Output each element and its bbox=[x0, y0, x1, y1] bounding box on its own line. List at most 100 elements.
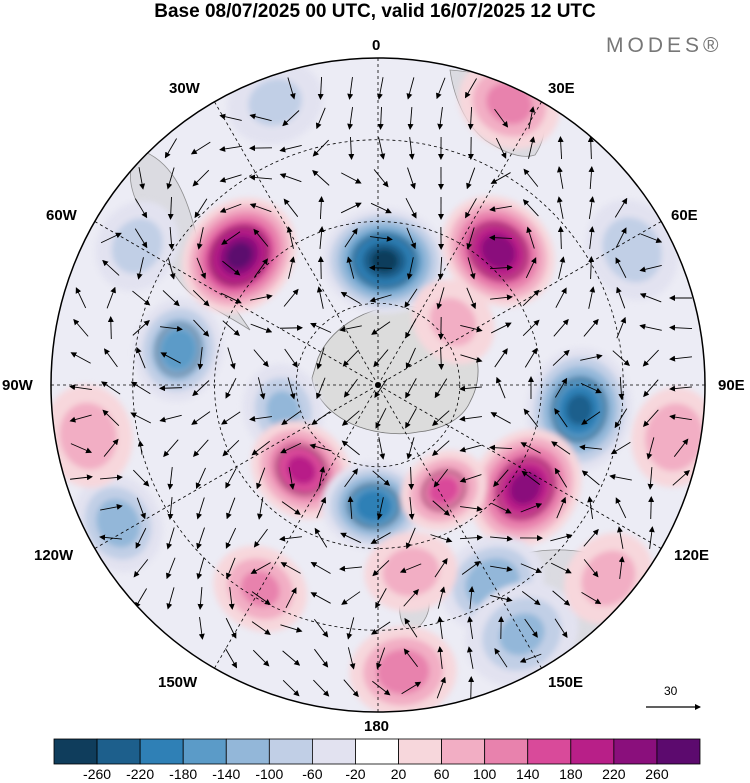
lon-label-150e: 150E bbox=[548, 674, 584, 691]
colorbar-swatch-13 bbox=[613, 738, 658, 765]
wind-arrow-icon-204 bbox=[399, 563, 422, 574]
wind-arrow-icon-67 bbox=[219, 145, 242, 152]
wind-arrow-icon-9 bbox=[106, 286, 116, 309]
wind-arrow-icon-149 bbox=[341, 172, 362, 184]
wind-arrow-icon-339 bbox=[642, 349, 659, 367]
wind-arrow-icon-18 bbox=[138, 167, 146, 190]
colorbar-swatch-5 bbox=[268, 738, 313, 765]
wind-arrow-icon-202 bbox=[408, 497, 415, 520]
wind-arrow-icon-79 bbox=[226, 497, 236, 520]
wind-arrow-icon-311 bbox=[588, 286, 596, 309]
wind-arrow-icon-234 bbox=[465, 198, 477, 219]
wind-arrow-icon-352 bbox=[672, 470, 690, 486]
wind-arrow-icon-107 bbox=[279, 173, 302, 183]
reference-vector-value: 30 bbox=[664, 684, 678, 698]
wind-arrow-icon-278 bbox=[524, 347, 538, 368]
wind-arrow-icon-182 bbox=[370, 532, 391, 544]
wind-arrow-icon-53 bbox=[196, 257, 207, 280]
wind-arrow-icon-61 bbox=[196, 497, 205, 520]
wind-arrow-icon-222 bbox=[433, 469, 449, 488]
wind-arrow-icon-296 bbox=[552, 349, 570, 366]
wind-arrow-icon-72 bbox=[220, 292, 242, 304]
wind-arrow-icon-173 bbox=[369, 264, 393, 271]
wind-arrow-icon-260 bbox=[495, 376, 506, 399]
wind-arrow-icon-44 bbox=[167, 467, 174, 490]
wind-arrow-icon-331 bbox=[609, 473, 632, 481]
wind-arrow-icon-159 bbox=[344, 468, 359, 488]
wind-arrow-icon-150 bbox=[340, 202, 362, 214]
wind-arrow-icon-103 bbox=[252, 649, 270, 667]
wind-arrow-icon-124 bbox=[282, 679, 300, 697]
wind-arrow-icon-257 bbox=[490, 294, 513, 301]
wind-arrow-icon-0 bbox=[75, 287, 87, 309]
wind-arrow-icon-49 bbox=[190, 141, 211, 155]
wind-arrow-icon-310 bbox=[588, 256, 595, 280]
wind-arrow-icon-154 bbox=[339, 325, 362, 333]
wind-arrow-icon-83 bbox=[225, 617, 237, 639]
wind-arrow-icon-119 bbox=[279, 535, 302, 542]
wind-arrow-icon-236 bbox=[467, 257, 476, 280]
wind-arrow-icon-90 bbox=[254, 258, 269, 278]
wind-arrow-icon-264 bbox=[490, 502, 512, 514]
wind-arrow-icon-334 bbox=[618, 556, 625, 579]
wind-arrow-icon-224 bbox=[430, 534, 453, 543]
wind-arrow-icon-186 bbox=[376, 647, 386, 670]
wind-arrow-icon-283 bbox=[520, 503, 543, 513]
wind-arrow-icon-281 bbox=[520, 442, 541, 454]
wind-arrow-icon-11 bbox=[103, 348, 118, 368]
wind-arrow-icon-302 bbox=[550, 533, 573, 542]
anomaly-contour-16-1 bbox=[602, 217, 662, 283]
wind-arrow-icon-244 bbox=[460, 505, 483, 512]
wind-arrow-icon-155 bbox=[342, 349, 359, 367]
lon-label-120w: 120W bbox=[34, 547, 74, 564]
wind-arrow-icon-162 bbox=[339, 565, 362, 572]
wind-arrow-icon-187 bbox=[372, 680, 391, 696]
wind-arrow-icon-203 bbox=[405, 527, 416, 550]
wind-arrow-icon-246 bbox=[461, 560, 481, 575]
wind-arrow-icon-255 bbox=[489, 234, 513, 241]
wind-arrow-icon-22 bbox=[132, 290, 151, 306]
wind-arrow-icon-196 bbox=[405, 318, 417, 339]
wind-arrow-icon-106 bbox=[279, 144, 302, 153]
lon-label-180: 180 bbox=[364, 718, 390, 735]
wind-arrow-icon-305 bbox=[554, 618, 568, 639]
wind-arrow-icon-271 bbox=[528, 136, 536, 159]
wind-arrow-icon-329 bbox=[614, 408, 628, 429]
anomaly-contour-18-1 bbox=[645, 403, 704, 472]
wind-arrow-icon-184 bbox=[375, 588, 387, 609]
isoline-5 bbox=[156, 324, 201, 376]
wind-arrow-icon-110 bbox=[288, 256, 296, 279]
wind-arrow-icon-316 bbox=[579, 444, 602, 451]
wind-arrow-icon-230 bbox=[464, 78, 477, 99]
wind-arrow-icon-97 bbox=[256, 467, 266, 490]
wind-arrow-icon-276 bbox=[522, 289, 540, 307]
wind-arrow-icon-349 bbox=[669, 385, 692, 392]
wind-arrow-icon-266 bbox=[490, 565, 513, 572]
wind-arrow-icon-118 bbox=[281, 501, 301, 515]
wind-arrow-icon-231 bbox=[467, 106, 474, 130]
wind-arrow-icon-45 bbox=[167, 497, 174, 520]
wind-arrow-icon-76 bbox=[221, 411, 241, 425]
wind-arrow-icon-27 bbox=[137, 440, 144, 455]
wind-arrow-icon-70 bbox=[221, 231, 241, 245]
colorbar-tick-label-8: 60 bbox=[433, 766, 450, 782]
wind-arrow-icon-134 bbox=[316, 347, 325, 370]
wind-arrow-icon-313 bbox=[580, 353, 603, 361]
wind-arrow-icon-294 bbox=[555, 287, 567, 308]
wind-arrow-icon-59 bbox=[193, 439, 209, 457]
anomaly-contour-7-4 bbox=[286, 455, 316, 485]
wind-arrow-icon-295 bbox=[553, 318, 569, 337]
wind-arrow-icon-207 bbox=[403, 648, 418, 668]
wind-arrow-icon-160 bbox=[347, 496, 354, 520]
wind-arrow-icon-156 bbox=[343, 378, 358, 398]
wind-arrow-icon-254 bbox=[489, 205, 512, 212]
wind-arrow-icon-280 bbox=[523, 408, 539, 427]
wind-arrow-icon-73 bbox=[222, 320, 240, 336]
wind-arrow-icon-28 bbox=[133, 469, 150, 487]
wind-arrow-icon-130 bbox=[318, 226, 325, 249]
wind-arrow-icon-270 bbox=[528, 106, 536, 129]
wind-arrow-icon-46 bbox=[166, 527, 175, 550]
wind-arrow-icon-26 bbox=[130, 412, 152, 424]
wind-arrow-icon-148 bbox=[348, 136, 355, 160]
wind-arrow-icon-241 bbox=[459, 415, 482, 422]
